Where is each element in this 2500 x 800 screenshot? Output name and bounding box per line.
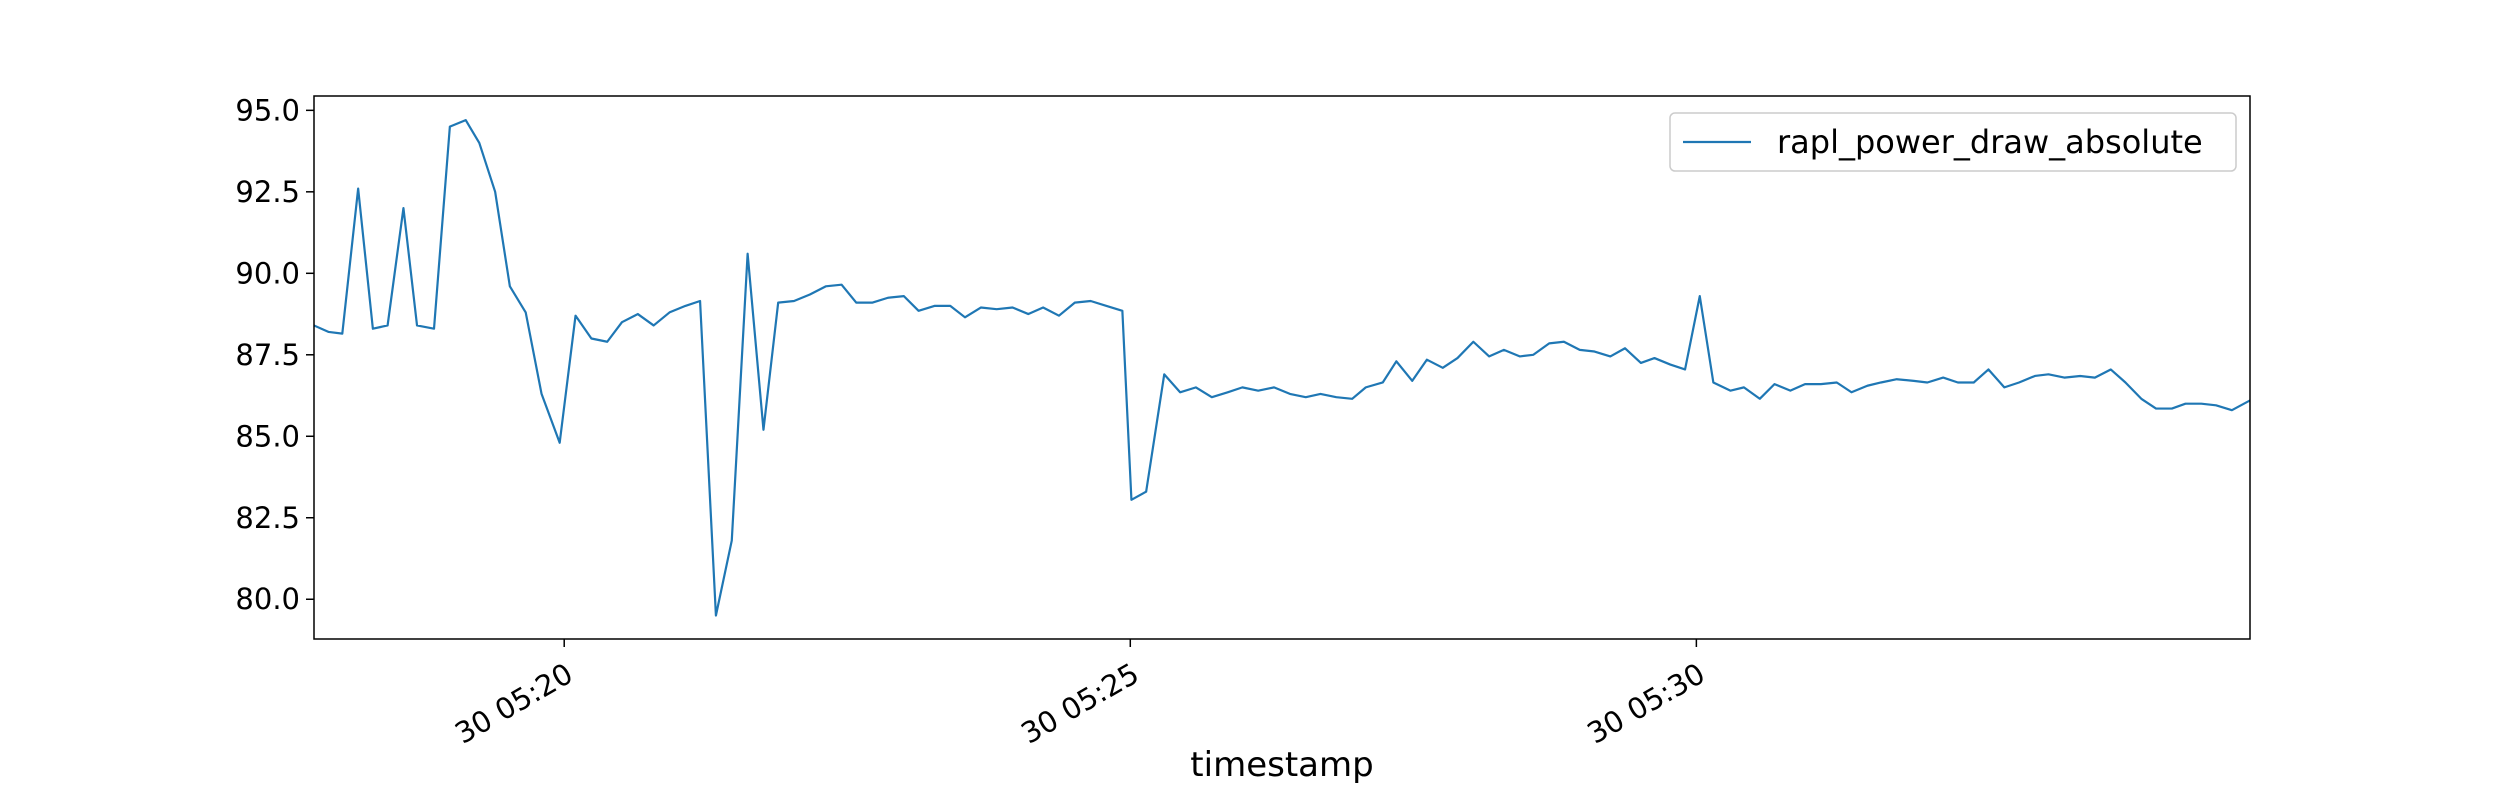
y-tick-label: 82.5 — [235, 501, 300, 535]
data-line — [314, 119, 2250, 617]
y-tick-label: 87.5 — [235, 338, 300, 372]
legend-box — [1669, 112, 2237, 172]
x-axis-label: timestamp — [1190, 745, 1373, 785]
y-tick-label: 95.0 — [235, 93, 300, 127]
legend-label: rapl_power_draw_absolute — [1777, 123, 2203, 161]
y-tick-label: 90.0 — [235, 256, 300, 290]
y-tick-label: 92.5 — [235, 175, 300, 209]
y-tick-label: 85.0 — [235, 419, 300, 453]
y-tick-label: 80.0 — [235, 582, 300, 616]
plot-frame — [313, 95, 2251, 640]
